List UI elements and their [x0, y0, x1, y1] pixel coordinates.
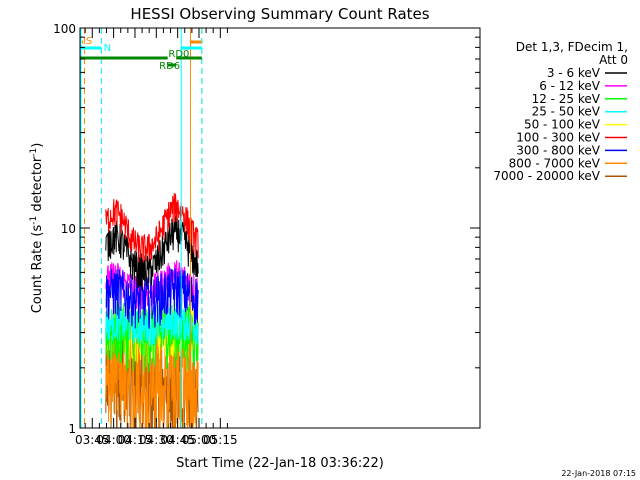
footer-date: 22-Jan-2018 07:15 [561, 469, 636, 478]
legend-item-label: 12 - 25 keV [532, 92, 601, 106]
axis-layer: 1 10 100 03:4504:0004:1504:3004:4505:0005:1… [53, 22, 480, 447]
legend-item-label: 800 - 7000 keV [509, 156, 601, 170]
x-tick-label: 04:15 [118, 433, 153, 447]
y-tick-label: 10 [61, 222, 76, 236]
x-tick-label: 05:00 [182, 433, 217, 447]
series-line [105, 260, 199, 310]
series-line [105, 267, 199, 330]
legend-item-label: 100 - 300 keV [516, 131, 600, 145]
legend-item-label: 7000 - 20000 keV [493, 169, 600, 183]
x-tick-label: 03:45 [75, 433, 110, 447]
y-axis-label: Count Rate (s-1 detector-1) [29, 143, 45, 314]
night-label: N [104, 43, 111, 54]
legend-item-label: 25 - 50 keV [532, 105, 601, 119]
chart-title: HESSI Observing Summary Count Rates [130, 5, 429, 23]
x-tick-label: 05:15 [203, 433, 238, 447]
legend-header-line-1: Det 1,3, FDecim 1, [516, 40, 628, 54]
legend-item-label: 50 - 100 keV [524, 118, 601, 132]
x-tick-label: 04:30 [139, 433, 174, 447]
series-layer [105, 193, 199, 429]
x-tick-label: 04:00 [96, 433, 131, 447]
series-line [105, 215, 199, 291]
x-axis-label: Start Time (22-Jan-18 03:36:22) [176, 456, 384, 471]
series-line [105, 193, 199, 263]
legend-item-label: 300 - 800 keV [516, 143, 600, 157]
legend-header-line-2: Att 0 [599, 53, 628, 67]
y-tick-label: 1 [68, 422, 76, 436]
legend-item-label: 6 - 12 keV [539, 79, 601, 93]
series-line [105, 306, 199, 346]
decim-label-rd0: RD0 [168, 49, 189, 60]
saa-label: S [86, 36, 92, 47]
legend-item-label: 3 - 6 keV [547, 66, 601, 80]
y-tick-label: 100 [53, 22, 76, 36]
x-tick-label: 04:45 [160, 433, 195, 447]
decim-label-rd6: RD6 [159, 61, 180, 72]
